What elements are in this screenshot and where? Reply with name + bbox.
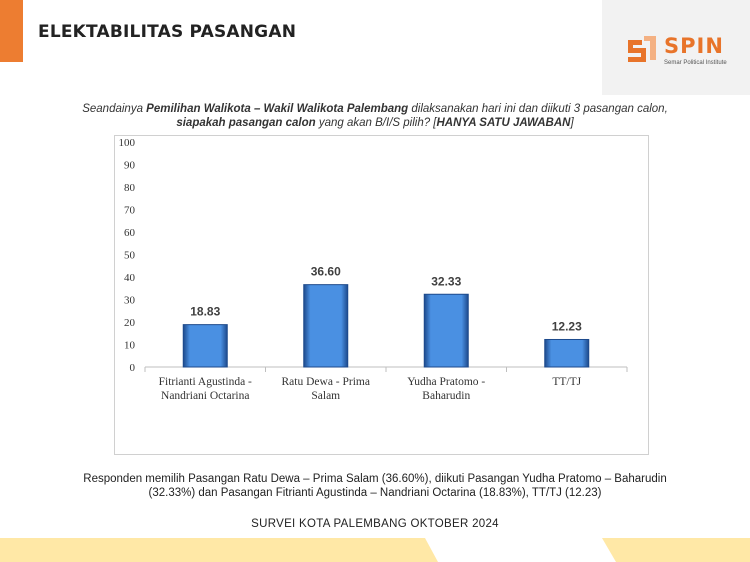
bar [303,284,349,368]
question-bold: siapakah pasangan calon [176,117,316,129]
spin-logo-icon [628,36,656,62]
category-label: Fitrianti Agustinda - [159,376,252,388]
footer-band [0,538,438,562]
accent-bar [0,0,23,62]
question-part: dilaksanakan hari ini dan diikuti 3 pasa… [408,103,668,115]
data-label: 12.23 [552,319,582,333]
y-tick-label: 50 [124,250,136,262]
y-tick-label: 80 [124,182,136,194]
y-tick-label: 40 [124,272,136,284]
question-bold: Pemilihan Walikota – Wakil Walikota Pale… [146,103,409,115]
bar [182,324,228,368]
survey-caption: SURVEI KOTA PALEMBANG OKTOBER 2024 [251,518,499,530]
bar [544,338,590,368]
category-label: TT/TJ [552,376,581,388]
data-label: 18.83 [190,305,220,319]
category-label: Yudha Pratomo - [407,376,485,388]
question-part: Seandainya [82,103,147,115]
y-tick-label: 100 [119,137,136,149]
category-label: Nandriani Octarina [161,390,249,402]
slide-title: ELEKTABILITAS PASANGAN [38,22,297,42]
question-part: ] [570,117,574,129]
y-tick-label: 90 [124,160,136,172]
chart-frame [114,135,649,455]
question-part: yang akan B/I/S pilih? [ [315,117,437,129]
y-tick-label: 0 [130,362,136,374]
bar [423,293,469,368]
y-tick-label: 10 [124,340,136,352]
y-tick-label: 70 [124,205,136,217]
logo: SPIN Semar Political Institute [602,0,750,95]
logo-subtitle: Semar Political Institute [664,60,727,66]
footer-band [602,538,750,562]
survey-question: Seandainya Pemilihan Walikota – Wakil Wa… [70,102,680,130]
category-label: Salam [311,390,340,402]
y-tick-label: 20 [124,317,136,329]
y-tick-label: 30 [124,295,136,307]
logo-name: SPIN [664,34,724,58]
result-summary: Responden memilih Pasangan Ratu Dewa – P… [83,473,667,499]
y-tick-label: 60 [124,227,136,239]
data-label: 36.60 [311,265,341,279]
category-label: Baharudin [422,390,470,402]
question-bold: HANYA SATU JAWABAN [436,117,571,129]
data-label: 32.33 [431,274,461,288]
category-label: Ratu Dewa - Prima [282,376,370,388]
